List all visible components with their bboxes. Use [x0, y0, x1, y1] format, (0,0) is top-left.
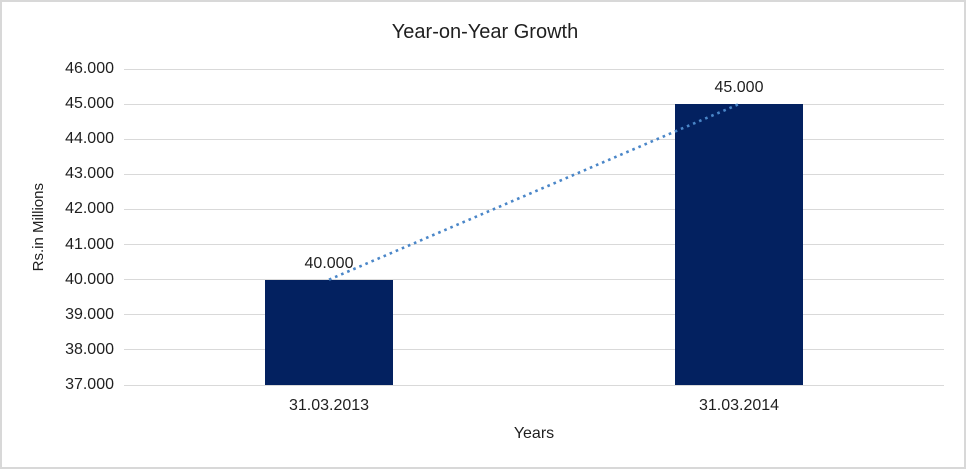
bar [265, 279, 393, 385]
gridline [124, 103, 944, 105]
y-tick-label: 42.000 [65, 200, 114, 218]
y-axis-title-text: Rs.in Millions [29, 182, 47, 272]
chart-title: Year-on-Year Growth [391, 21, 579, 43]
y-tick-label: 40.000 [65, 270, 114, 288]
trendline-layer [328, 102, 740, 281]
y-tick-label: 44.000 [65, 130, 114, 148]
x-tick-label: 31.03.2014 [698, 397, 780, 414]
x-axis-title: Years [513, 425, 555, 442]
plot-area: 40.000 45.000 [124, 68, 944, 386]
x-tick-label: 31.03.2013 [288, 397, 370, 414]
gridline [124, 314, 944, 316]
gridline [124, 68, 944, 70]
y-tick-label: 37.000 [65, 376, 114, 393]
y-tick-label: 46.000 [65, 60, 114, 77]
gridline [124, 244, 944, 246]
gridline [124, 279, 944, 281]
y-tick-label: 45.000 [65, 95, 114, 113]
y-tick-label: 39.000 [65, 305, 114, 323]
gridline [124, 349, 944, 351]
data-label: 40.000 [304, 254, 354, 272]
y-tick-label: 43.000 [65, 165, 114, 183]
trendline [328, 102, 740, 281]
gridline [124, 138, 944, 140]
y-tick-label: 41.000 [65, 235, 114, 253]
bar [675, 104, 803, 385]
y-axis-title: Rs.in Millions [22, 69, 54, 385]
y-tick-label: 38.000 [65, 340, 114, 358]
data-label: 45.000 [714, 79, 764, 97]
gridline [124, 384, 944, 386]
gridline [124, 173, 944, 175]
gridline [124, 208, 944, 210]
